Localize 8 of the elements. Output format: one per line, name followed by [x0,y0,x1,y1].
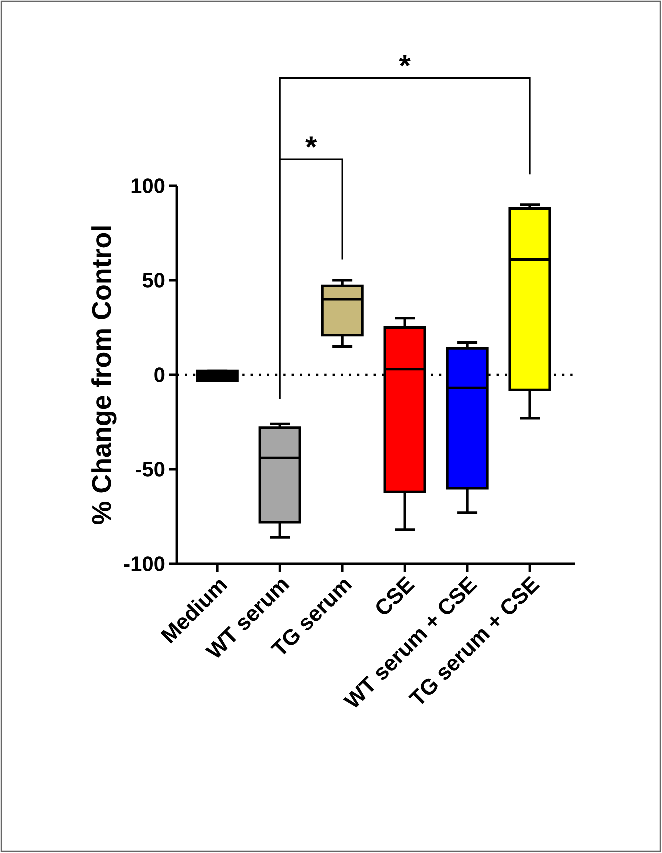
text: * [306,136,318,148]
y-tick-label: 50 [142,273,165,288]
y-tick-label: -100 [124,556,165,572]
y-tick-label: -50 [136,462,165,477]
text: * [399,56,411,67]
y-axis-title: % Change from Control [92,226,117,525]
y-tick-label: 0 [154,368,165,382]
y-tick-label: 100 [132,178,165,194]
